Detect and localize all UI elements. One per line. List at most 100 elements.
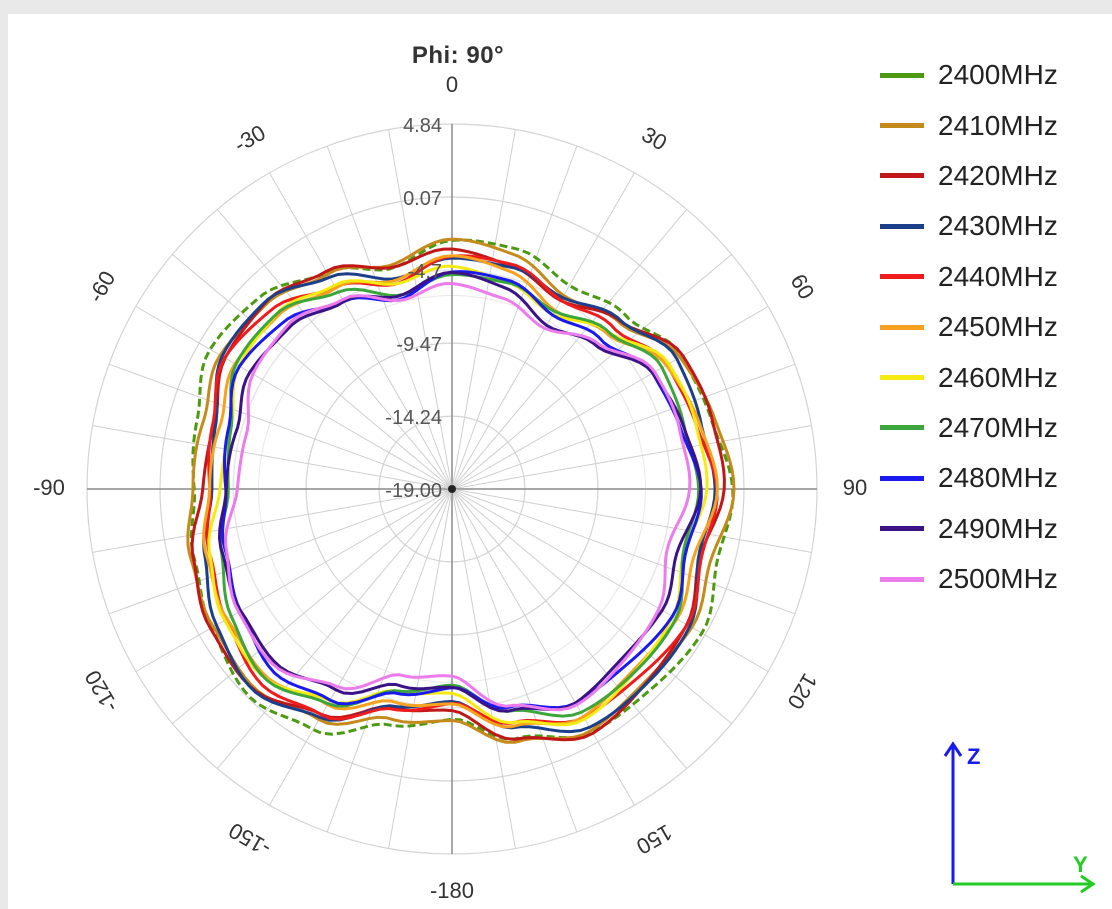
legend-label: 2470MHz — [938, 411, 1058, 443]
minor-spoke — [216, 488, 453, 769]
radial-tick-label: -4.7 — [408, 261, 442, 283]
legend-item: 2440MHz — [880, 252, 1058, 302]
minor-spoke — [135, 306, 453, 490]
series-line-2450MHz — [202, 254, 719, 729]
legend-swatch — [880, 475, 924, 481]
minor-spoke — [216, 209, 453, 490]
series-line-2490MHz — [217, 270, 703, 713]
radial-tick-label: -14.24 — [385, 407, 442, 429]
minor-spoke — [172, 253, 453, 490]
angle-tick-label: 150 — [632, 819, 676, 859]
legend-item: 2480MHz — [880, 453, 1058, 503]
minor-spoke — [451, 488, 578, 833]
legend-label: 2400MHz — [938, 59, 1058, 91]
legend-swatch — [880, 72, 924, 78]
legend-item: 2470MHz — [880, 403, 1058, 453]
series-line-2430MHz — [202, 256, 717, 734]
legend-item: 2450MHz — [880, 302, 1058, 352]
legend-label: 2410MHz — [938, 109, 1058, 141]
angle-tick-label: 90 — [843, 475, 867, 500]
minor-spoke — [172, 488, 453, 725]
chart-panel: 0 30 60 90 120 150 -180 -150 -120 -90 -60 -30 4.84 0.… — [8, 14, 1112, 909]
legend-label: 2480MHz — [938, 462, 1058, 494]
series-group — [186, 237, 736, 744]
angle-tick-label: -150 — [224, 818, 275, 862]
radial-tick-label: 4.84 — [403, 115, 442, 137]
legend-swatch — [880, 274, 924, 280]
radial-tick-label: -9.47 — [396, 334, 442, 356]
minor-spoke — [388, 129, 453, 490]
minor-spoke — [269, 172, 453, 490]
z-arrow-head — [943, 741, 963, 757]
z-axis-label: Z — [967, 744, 980, 769]
axis-indicator: Z Y — [943, 741, 1096, 894]
minor-spoke — [451, 488, 732, 725]
angle-tick-label: -120 — [80, 666, 124, 717]
minor-spoke — [269, 488, 453, 806]
legend-item: 2420MHz — [880, 151, 1058, 201]
angle-tick-label: -30 — [230, 120, 270, 158]
legend-swatch — [880, 223, 924, 229]
angle-tick-label: 30 — [637, 122, 671, 156]
legend-label: 2430MHz — [938, 210, 1058, 242]
y-arrow-head — [1080, 874, 1096, 894]
minor-spoke — [451, 425, 812, 490]
minor-spoke — [92, 488, 453, 553]
minor-spoke — [92, 425, 453, 490]
minor-spoke — [388, 488, 453, 849]
minor-spoke — [108, 488, 453, 615]
angle-tick-label: 120 — [782, 669, 822, 713]
radial-tick-label: 0.07 — [403, 188, 442, 210]
minor-spoke — [451, 172, 635, 490]
angle-tick-label: -90 — [33, 475, 65, 500]
legend-label: 2460MHz — [938, 361, 1058, 393]
radial-tick-label: -19.00 — [385, 480, 442, 502]
legend-item: 2410MHz — [880, 100, 1058, 150]
center-dot — [448, 485, 456, 493]
minor-spoke — [451, 306, 769, 490]
minor-spoke — [451, 145, 578, 490]
legend-label: 2450MHz — [938, 311, 1058, 343]
legend-swatch — [880, 173, 924, 179]
angle-tick-label: 0 — [446, 72, 458, 97]
minor-spoke — [135, 488, 453, 672]
legend-item: 2500MHz — [880, 554, 1058, 604]
minor-spoke — [451, 488, 516, 849]
polar-plot: 0 30 60 90 120 150 -180 -150 -120 -90 -60 -30 4.84 0.… — [33, 72, 867, 903]
minor-spoke — [451, 209, 688, 490]
legend-label: 2500MHz — [938, 563, 1058, 595]
legend-swatch — [880, 324, 924, 330]
chart-title: Phi: 90° — [411, 42, 505, 69]
minor-spoke — [326, 488, 453, 833]
minor-spoke — [326, 145, 453, 490]
legend-item: 2430MHz — [880, 201, 1058, 251]
legend-swatch — [880, 576, 924, 582]
minor-spoke — [451, 488, 635, 806]
legend-item: 2490MHz — [880, 504, 1058, 554]
legend-item: 2400MHz — [880, 50, 1058, 100]
minor-spoke — [451, 129, 516, 490]
angle-tick-label: -180 — [430, 878, 474, 903]
legend-label: 2420MHz — [938, 159, 1058, 191]
minor-spoke — [451, 488, 688, 769]
legend-swatch — [880, 123, 924, 129]
legend-swatch — [880, 425, 924, 431]
legend-item: 2460MHz — [880, 352, 1058, 402]
series-line-2410MHz — [186, 237, 736, 744]
minor-spoke — [451, 363, 796, 490]
minor-spoke — [451, 253, 732, 490]
legend-label: 2440MHz — [938, 260, 1058, 292]
polar-grid — [86, 123, 818, 855]
legend-swatch — [880, 526, 924, 532]
angle-tick-label: -60 — [83, 267, 121, 307]
minor-spoke — [451, 488, 812, 553]
legend-label: 2490MHz — [938, 512, 1058, 544]
series-line-2470MHz — [218, 272, 701, 718]
series-line-2500MHz — [224, 281, 692, 712]
y-axis-label: Y — [1073, 852, 1088, 877]
minor-spoke — [451, 488, 769, 672]
minor-spoke — [451, 488, 796, 615]
angle-tick-label: 60 — [786, 270, 820, 304]
legend-swatch — [880, 375, 924, 381]
minor-spoke — [108, 363, 453, 490]
